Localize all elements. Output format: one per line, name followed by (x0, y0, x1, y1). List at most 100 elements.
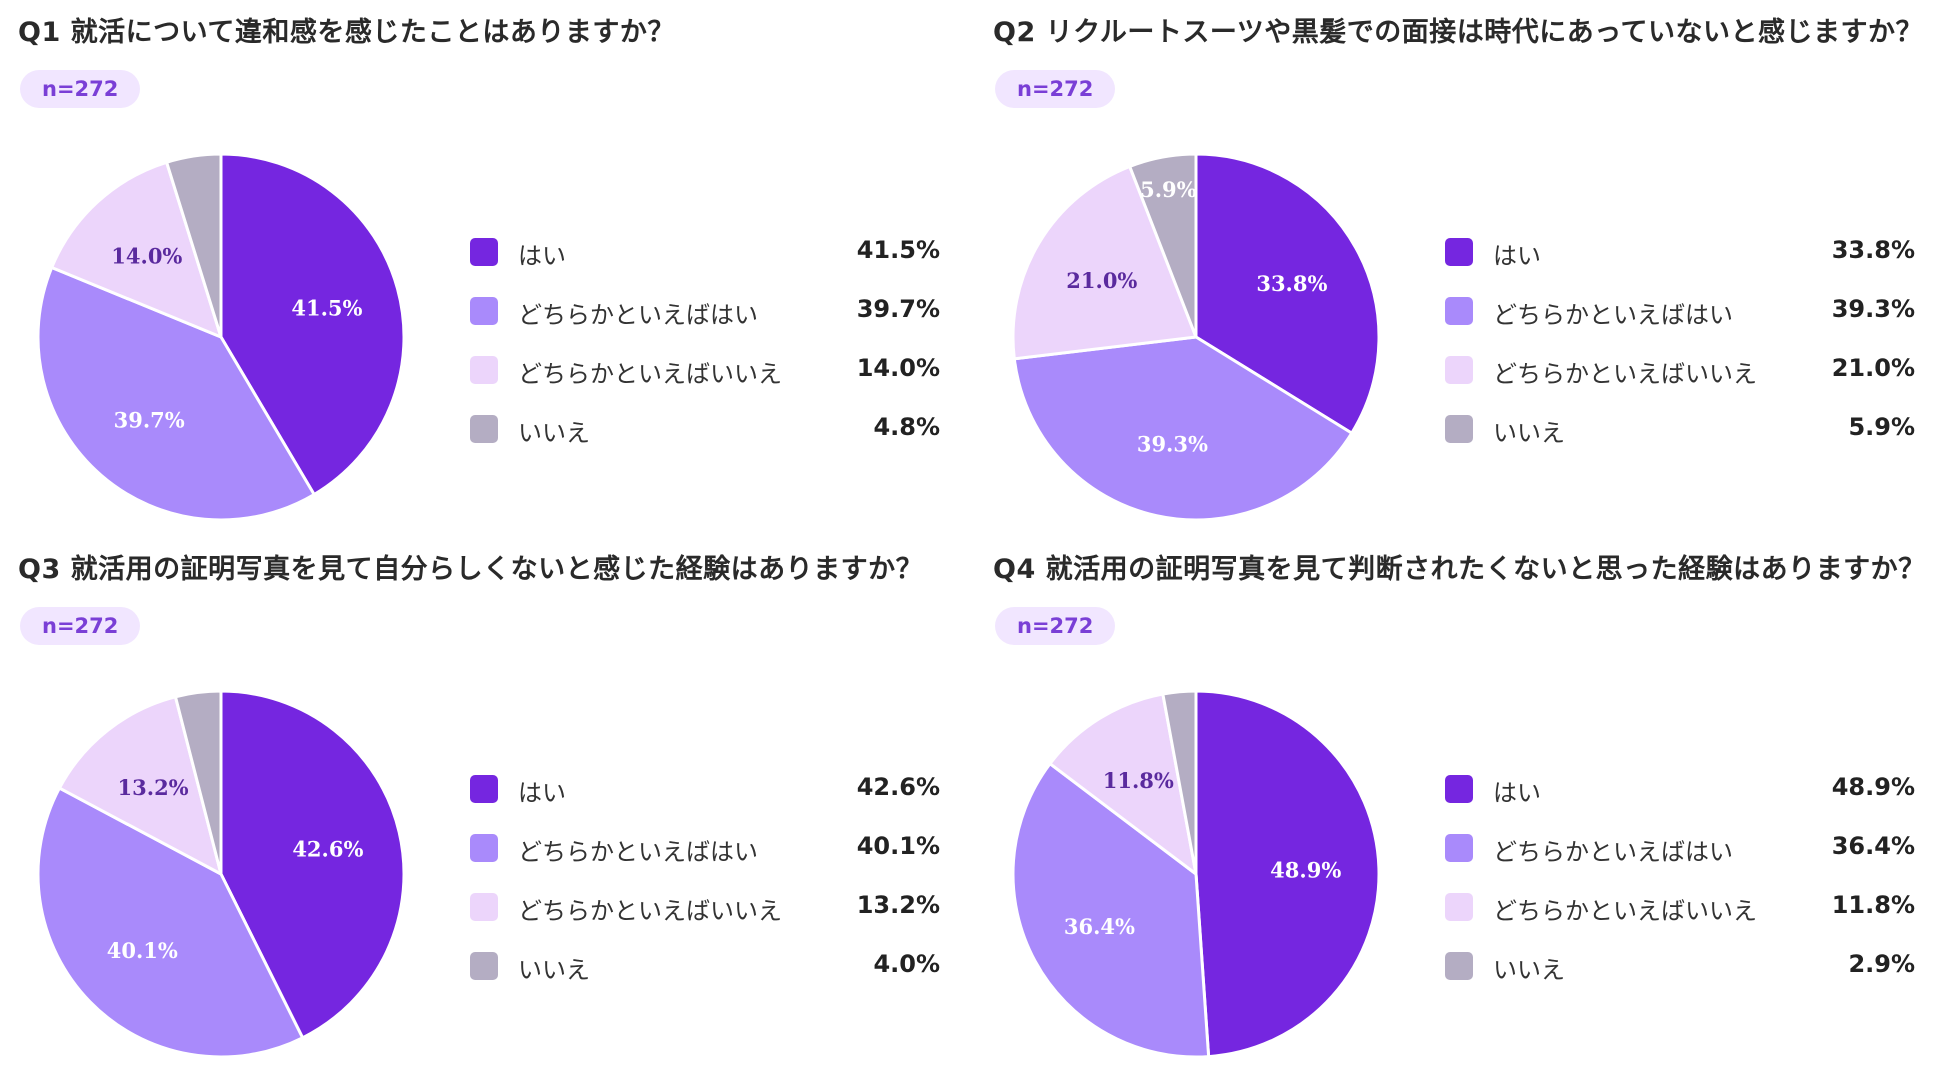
legend-swatch (1445, 415, 1473, 443)
legend-value: 36.4% (1831, 832, 1915, 860)
legend-swatch (470, 356, 498, 384)
pie-slice-rather-yes (36, 786, 305, 1059)
legend-value: 13.2% (856, 891, 940, 919)
pie-slice-yes (219, 689, 406, 1040)
legend-swatch (1445, 834, 1473, 862)
chart-legend: はい 42.6% どちらかといえばはい 40.1% どちらかといえばいいえ 13… (470, 769, 940, 1005)
sample-size-badge: n=272 (995, 70, 1116, 108)
sample-size-badge: n=272 (995, 607, 1116, 645)
legend-swatch (470, 775, 498, 803)
legend-label: どちらかといえばはい (1493, 838, 1733, 866)
chart-title: Q1 就活について違和感を感じたことはありますか？ (18, 17, 675, 48)
legend-value: 41.5% (856, 236, 940, 264)
pie-slice-label: 5.9% (1140, 177, 1197, 202)
legend-swatch (470, 297, 498, 325)
legend-swatch (470, 238, 498, 266)
legend-item-rather-yes: どちらかといえばはい 39.7% (470, 291, 940, 350)
pie-slice-no (173, 689, 223, 876)
legend-item-no: いいえ 4.8% (470, 409, 940, 468)
legend-label: どちらかといえばいいえ (518, 897, 782, 925)
pie-slice-yes (219, 152, 406, 497)
legend-item-yes: はい 41.5% (470, 232, 940, 291)
pie-chart: 48.9% 36.4% 11.8% (1011, 689, 1381, 1059)
legend-value: 33.8% (1831, 236, 1915, 264)
legend-item-yes: はい 33.8% (1445, 232, 1915, 291)
legend-value: 39.3% (1831, 295, 1915, 323)
chart-panel-q3: Q3 就活用の証明写真を見て自分らしくないと感じた経験はありますか？ n=272… (0, 537, 975, 1074)
legend-value: 39.7% (856, 295, 940, 323)
pie-slice-label: 14.0% (111, 244, 182, 269)
pie-slice-label: 39.7% (114, 408, 185, 433)
legend-label: どちらかといえばはい (518, 301, 758, 329)
legend-item-no: いいえ 5.9% (1445, 409, 1915, 468)
chart-panel-q4: Q4 就活用の証明写真を見て判断されたくないと思った経験はありますか？ n=27… (975, 537, 1950, 1074)
chart-legend: はい 33.8% どちらかといえばはい 39.3% どちらかといえばいいえ 21… (1445, 232, 1915, 468)
legend-swatch (470, 415, 498, 443)
legend-label: どちらかといえばはい (518, 838, 758, 866)
pie-slice-rather-yes (1011, 762, 1211, 1059)
legend-value: 48.9% (1831, 773, 1915, 801)
legend-swatch (470, 952, 498, 980)
legend-swatch (1445, 893, 1473, 921)
pie-slice-rather-yes (1012, 335, 1354, 522)
legend-item-yes: はい 42.6% (470, 769, 940, 828)
pie-slice-no (1128, 152, 1198, 339)
legend-item-rather-no: どちらかといえばいいえ 21.0% (1445, 350, 1915, 409)
legend-label: はい (1493, 242, 1541, 270)
legend-label: どちらかといえばいいえ (1493, 360, 1757, 388)
chart-panel-q2: Q2 リクルートスーツや黒髪での面接は時代にあっていないと感じますか？ n=27… (975, 0, 1950, 537)
sample-size-badge: n=272 (20, 607, 141, 645)
legend-value: 4.8% (873, 413, 940, 441)
legend-value: 5.9% (1848, 413, 1915, 441)
legend-item-no: いいえ 4.0% (470, 946, 940, 1005)
legend-swatch (1445, 297, 1473, 325)
pie-slice-no (1161, 689, 1198, 876)
legend-label: いいえ (1493, 419, 1565, 447)
chart-legend: はい 41.5% どちらかといえばはい 39.7% どちらかといえばいいえ 14… (470, 232, 940, 468)
pie-slice-label: 42.6% (292, 836, 363, 861)
legend-item-no: いいえ 2.9% (1445, 946, 1915, 1005)
pie-slice-label: 39.3% (1137, 432, 1208, 457)
chart-panel-q1: Q1 就活について違和感を感じたことはありますか？ n=272 41.5% 39.… (0, 0, 975, 537)
legend-swatch (470, 893, 498, 921)
pie-slice-no (165, 152, 223, 339)
chart-title: Q2 リクルートスーツや黒髪での面接は時代にあっていないと感じますか？ (993, 17, 1923, 48)
legend-value: 11.8% (1831, 891, 1915, 919)
legend-swatch (1445, 775, 1473, 803)
pie-slice-yes (1194, 689, 1381, 1059)
chart-title: Q3 就活用の証明写真を見て自分らしくないと感じた経験はありますか？ (18, 554, 924, 585)
pie-slice-label: 48.9% (1270, 858, 1341, 883)
legend-label: どちらかといえばいいえ (1493, 897, 1757, 925)
pie-slice-rather-no (1048, 692, 1198, 876)
pie-slice-label: 40.1% (107, 938, 178, 963)
sample-size-badge: n=272 (20, 70, 141, 108)
pie-slice-label: 11.8% (1103, 768, 1174, 793)
pie-chart: 33.8% 39.3% 21.0% 5.9% (1011, 152, 1381, 522)
legend-item-rather-yes: どちらかといえばはい 39.3% (1445, 291, 1915, 350)
legend-label: どちらかといえばいいえ (518, 360, 782, 388)
legend-item-rather-no: どちらかといえばいいえ 11.8% (1445, 887, 1915, 946)
legend-label: いいえ (518, 956, 590, 984)
legend-label: はい (518, 242, 566, 270)
legend-item-rather-yes: どちらかといえばはい 40.1% (470, 828, 940, 887)
chart-legend: はい 48.9% どちらかといえばはい 36.4% どちらかといえばいいえ 11… (1445, 769, 1915, 1005)
legend-label: いいえ (1493, 956, 1565, 984)
legend-item-rather-no: どちらかといえばいいえ 14.0% (470, 350, 940, 409)
pie-slice-rather-no (57, 695, 223, 876)
legend-value: 2.9% (1848, 950, 1915, 978)
legend-value: 21.0% (1831, 354, 1915, 382)
pie-chart: 41.5% 39.7% 14.0% (36, 152, 406, 522)
pie-slice-rather-yes (36, 266, 316, 522)
chart-title: Q4 就活用の証明写真を見て判断されたくないと思った経験はありますか？ (993, 554, 1926, 585)
legend-label: はい (1493, 779, 1541, 807)
legend-item-rather-yes: どちらかといえばはい 36.4% (1445, 828, 1915, 887)
pie-slice-label: 41.5% (291, 296, 362, 321)
legend-label: どちらかといえばはい (1493, 301, 1733, 329)
legend-swatch (1445, 356, 1473, 384)
pie-slice-label: 21.0% (1066, 268, 1137, 293)
legend-value: 14.0% (856, 354, 940, 382)
legend-value: 40.1% (856, 832, 940, 860)
pie-chart: 42.6% 40.1% 13.2% (36, 689, 406, 1059)
pie-slice-rather-no (1011, 164, 1198, 361)
legend-swatch (1445, 952, 1473, 980)
